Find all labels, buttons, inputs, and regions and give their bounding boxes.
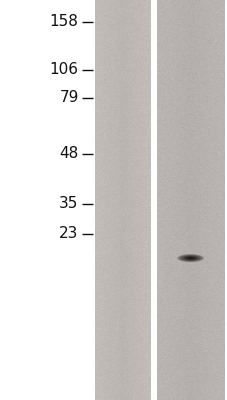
Bar bbox=[151, 0, 156, 400]
Text: 158: 158 bbox=[49, 14, 78, 30]
Text: 23: 23 bbox=[59, 226, 78, 242]
Text: 79: 79 bbox=[59, 90, 78, 106]
Text: 106: 106 bbox=[49, 62, 78, 78]
Text: 48: 48 bbox=[59, 146, 78, 162]
Text: 35: 35 bbox=[59, 196, 78, 212]
